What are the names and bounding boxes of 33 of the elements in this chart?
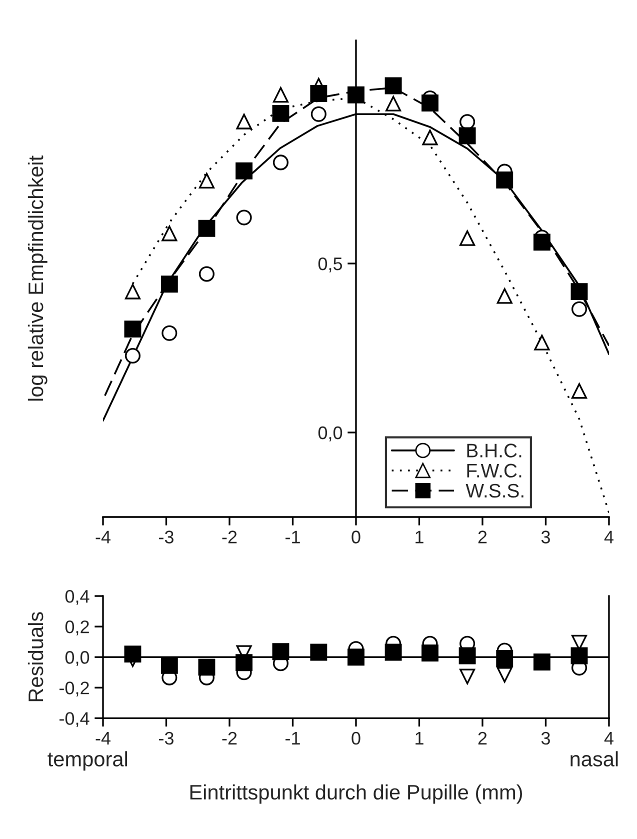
y-tick-label: 0,4 — [65, 590, 90, 605]
text: temporal — [48, 751, 128, 771]
x-tick-label: 3 — [541, 530, 550, 544]
y-tick-label: 0,2 — [65, 620, 89, 636]
legend-label: W.S.S. — [466, 484, 524, 498]
x-tick-label: 2 — [478, 732, 487, 744]
y-tick-label: -0,4 — [60, 712, 90, 728]
x-tick-label: 2 — [478, 530, 487, 544]
x-tick-label: 1 — [416, 530, 424, 544]
x-tick-label: -3 — [159, 732, 174, 745]
x-tick-label: 4 — [604, 732, 614, 744]
x-tick-label: -4 — [96, 732, 110, 744]
y-axis-title: log relative Empfindlichkeit — [28, 156, 48, 401]
x-tick-label: 3 — [541, 732, 550, 745]
y-tick-label: 0,0 — [318, 426, 342, 442]
legend-label: B.H.C. — [467, 444, 522, 458]
x-tick-label: -3 — [159, 530, 174, 544]
text: nasal — [570, 751, 618, 766]
y-axis-title: Residuals — [28, 612, 44, 702]
x-tick-label: -4 — [96, 530, 110, 544]
x-tick-label: -2 — [222, 530, 237, 544]
x-tick-label: 4 — [604, 530, 614, 544]
y-tick-label: -0,2 — [60, 682, 89, 696]
x-tick-label: -2 — [222, 732, 237, 744]
x-tick-label: 1 — [416, 732, 424, 744]
x-tick-label: 0 — [352, 732, 360, 745]
legend-label: F.W.C. — [467, 464, 522, 478]
x-axis-title: Eintrittspunkt durch die Pupille (mm) — [190, 784, 522, 804]
x-tick-label: -1 — [286, 732, 300, 744]
x-tick-label: -1 — [286, 530, 300, 544]
y-tick-label: 0,5 — [318, 257, 342, 272]
y-tick-label: 0,0 — [65, 651, 90, 666]
x-tick-label: 0 — [352, 530, 360, 544]
